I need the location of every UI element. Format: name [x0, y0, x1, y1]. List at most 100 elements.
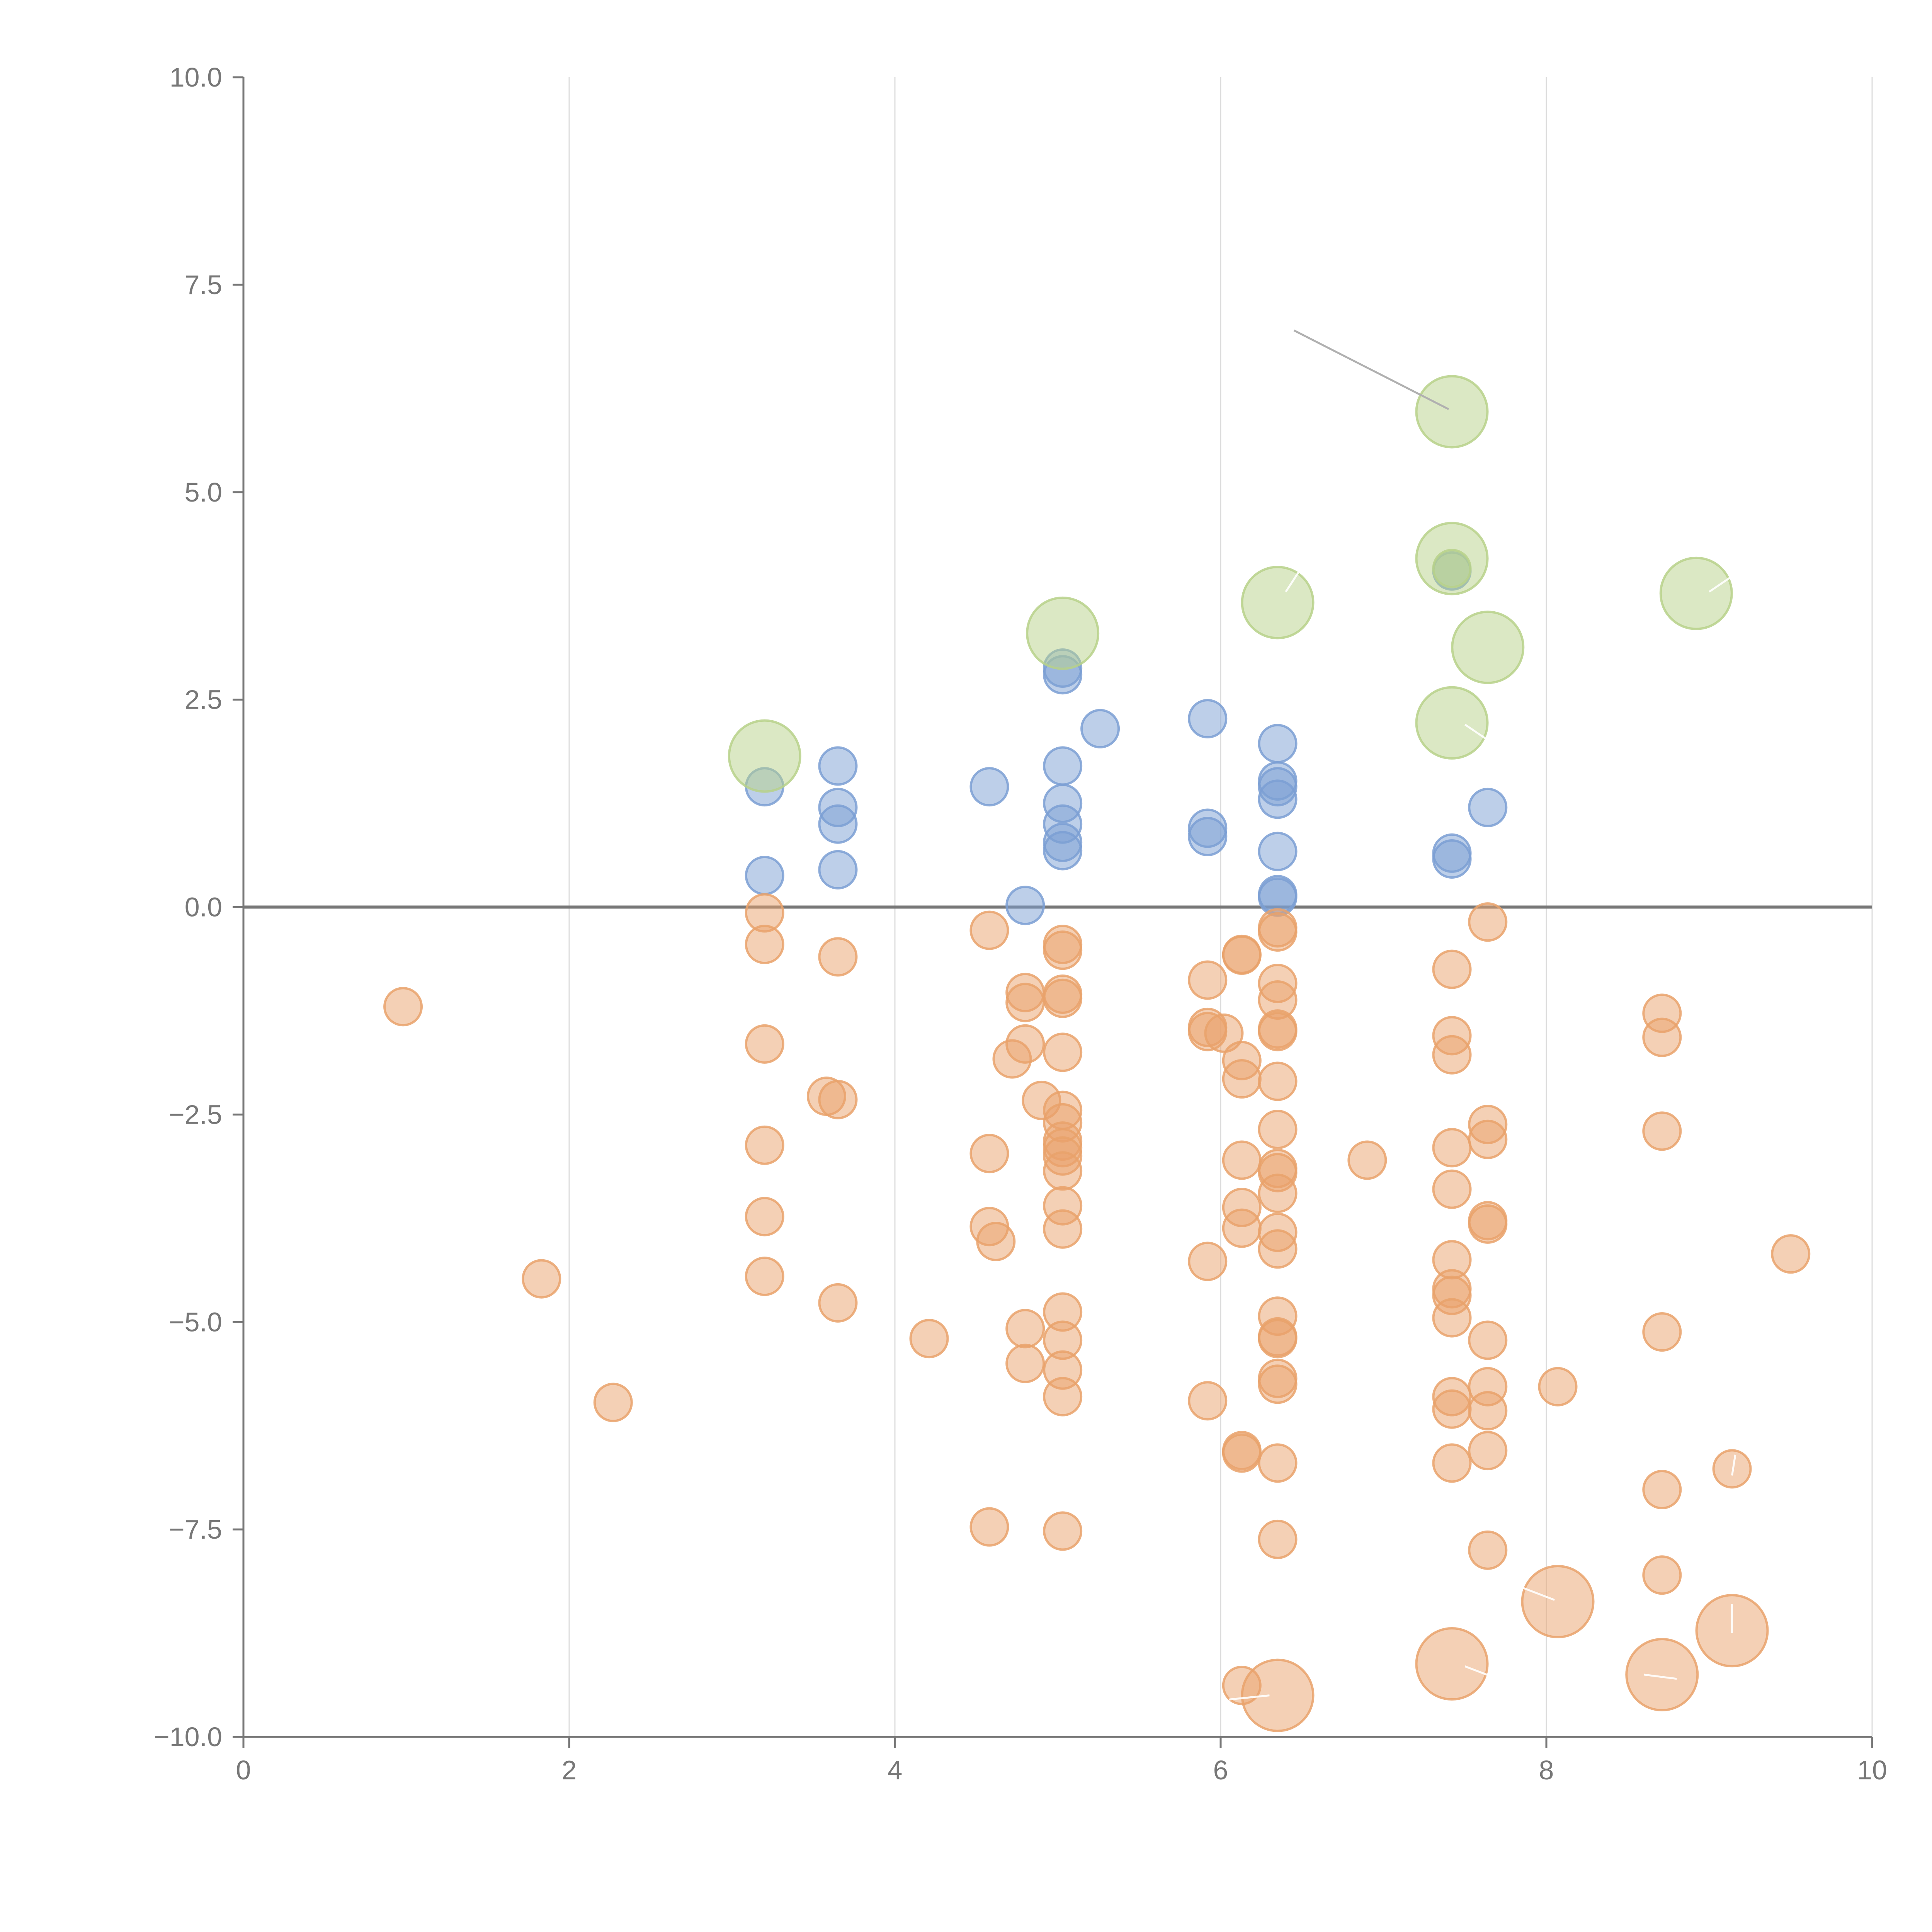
- data-point-orange-31: [522, 1259, 561, 1299]
- data-point-orange-137: [1642, 1312, 1682, 1352]
- leader-line-2: [1464, 723, 1490, 742]
- data-point-orange-42: [818, 1283, 858, 1323]
- x-tick-label-4: 8: [1539, 1755, 1554, 1785]
- data-point-orange-144: [1521, 1565, 1595, 1638]
- data-point-green-153: [1451, 611, 1525, 684]
- data-point-orange-79: [1204, 1013, 1244, 1053]
- data-point-orange-130: [1468, 1391, 1508, 1431]
- data-point-orange-145: [1625, 1638, 1699, 1711]
- data-point-orange-60: [1043, 1032, 1083, 1072]
- data-point-blue-2: [818, 746, 858, 786]
- data-point-orange-107: [1258, 1364, 1298, 1404]
- data-point-orange-96: [1258, 1061, 1298, 1101]
- data-point-orange-97: [1258, 1110, 1298, 1150]
- data-point-orange-51: [1005, 983, 1045, 1022]
- y-tick-label-4: 0.0: [185, 892, 222, 922]
- data-point-blue-27: [1432, 839, 1472, 879]
- data-point-orange-36: [745, 1125, 784, 1165]
- data-point-blue-14: [1043, 831, 1083, 871]
- x-tick-label-3: 6: [1213, 1755, 1228, 1785]
- data-point-orange-52: [1005, 1024, 1045, 1064]
- data-point-orange-110: [1347, 1140, 1387, 1180]
- data-point-orange-119: [1432, 1298, 1472, 1338]
- data-point-orange-141: [1771, 1234, 1811, 1274]
- data-point-orange-45: [969, 1134, 1009, 1173]
- x-tick-label-5: 10: [1857, 1755, 1887, 1785]
- data-point-orange-35: [745, 1024, 784, 1064]
- data-point-orange-91: [1258, 912, 1298, 952]
- tick-labels: 0 2 4 6 8 10 10.0 7.5 5.0 2.5 0.0 −2.5 −5.0 −7.5 −10.0: [154, 62, 1887, 1785]
- data-point-blue-18: [1188, 816, 1228, 856]
- y-tick-label-2: 5.0: [185, 477, 222, 507]
- data-point-blue-6: [969, 767, 1009, 807]
- leader-line-5: [1521, 1587, 1555, 1601]
- data-point-orange-48: [976, 1221, 1016, 1261]
- data-point-orange-132: [1468, 1530, 1508, 1570]
- data-point-orange-138: [1642, 1470, 1682, 1510]
- data-point-green-149: [1241, 566, 1315, 639]
- data-point-orange-108: [1258, 1443, 1298, 1483]
- y-tick-label-3: 2.5: [185, 685, 222, 715]
- data-point-blue-4: [818, 804, 858, 844]
- data-point-orange-95: [1258, 1012, 1298, 1051]
- data-point-green-147: [728, 719, 801, 793]
- data-point-orange-122: [1432, 1443, 1472, 1483]
- data-point-orange-73: [1043, 1511, 1083, 1551]
- data-point-orange-37: [745, 1197, 784, 1236]
- data-point-orange-83: [1222, 1059, 1262, 1099]
- data-point-orange-81: [1222, 935, 1262, 975]
- data-point-orange-139: [1642, 1555, 1682, 1595]
- data-point-orange-34: [745, 925, 784, 964]
- data-point-orange-133: [1538, 1367, 1578, 1406]
- data-point-blue-15: [1080, 709, 1120, 748]
- x-tick-label-0: 0: [236, 1755, 251, 1785]
- axes: [233, 76, 1873, 1748]
- y-tick-label-1: 7.5: [185, 270, 222, 300]
- leader-line-6: [1644, 1673, 1677, 1680]
- data-point-orange-68: [1043, 1209, 1083, 1249]
- data-point-orange-142: [1241, 1658, 1315, 1732]
- data-point-blue-10: [1043, 746, 1083, 786]
- data-point-orange-114: [1432, 1128, 1472, 1168]
- data-point-orange-109: [1258, 1519, 1298, 1559]
- data-point-orange-86: [1222, 1208, 1262, 1248]
- data-point-orange-44: [969, 910, 1009, 950]
- data-point-orange-131: [1468, 1431, 1508, 1471]
- data-point-orange-57: [1043, 930, 1083, 970]
- data-point-orange-59: [1043, 978, 1083, 1018]
- leader-line-8: [1228, 1694, 1270, 1701]
- data-points: [383, 375, 1811, 1732]
- data-point-green-154: [1659, 556, 1733, 630]
- data-point-orange-32: [593, 1383, 633, 1422]
- data-point-orange-115: [1432, 1169, 1472, 1209]
- y-tick-label-5: −2.5: [169, 1099, 222, 1129]
- data-point-blue-23: [1258, 832, 1298, 871]
- data-point-green-148: [1026, 596, 1100, 670]
- data-point-blue-19: [1258, 724, 1298, 764]
- leader-line-3: [1709, 574, 1735, 593]
- data-point-blue-16: [1188, 699, 1228, 739]
- y-tick-label-6: −5.0: [169, 1307, 222, 1337]
- leader-line-0: [1293, 329, 1449, 410]
- data-point-blue-1: [745, 855, 784, 895]
- data-point-blue-29: [1468, 787, 1508, 827]
- x-tick-label-1: 2: [562, 1755, 577, 1785]
- data-point-orange-41: [818, 937, 858, 977]
- data-point-orange-111: [1432, 949, 1472, 989]
- data-point-orange-54: [1005, 1344, 1045, 1383]
- leader-lines: [1228, 329, 1736, 1701]
- y-tick-label-0: 10.0: [170, 62, 222, 92]
- data-point-green-155: [1432, 549, 1472, 588]
- leader-line-1: [1285, 566, 1303, 592]
- data-point-orange-127: [1468, 1204, 1508, 1244]
- data-point-orange-100: [1258, 1173, 1298, 1213]
- y-tick-label-7: −7.5: [169, 1514, 222, 1544]
- data-point-orange-128: [1468, 1320, 1508, 1360]
- data-point-orange-77: [1188, 1242, 1228, 1281]
- data-point-orange-40: [818, 1080, 858, 1119]
- y-tick-label-8: −10.0: [154, 1722, 222, 1752]
- data-point-green-150: [1415, 375, 1489, 449]
- data-point-orange-38: [745, 1257, 784, 1296]
- data-point-orange-121: [1432, 1389, 1472, 1429]
